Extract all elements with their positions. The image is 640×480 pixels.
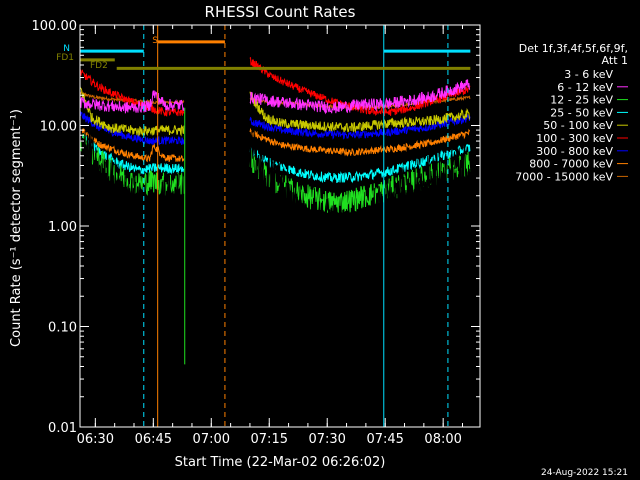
legend-entry-label: 25 - 50 keV — [550, 106, 613, 119]
x-tick-label: 06:30 — [77, 432, 114, 447]
legend-entry-label: 50 - 100 keV — [543, 119, 613, 132]
legend-entry-label: 300 - 800 keV — [536, 145, 613, 158]
series-line-seg1 — [79, 133, 185, 196]
y-tick-label: 10.00 — [40, 120, 77, 135]
series-line-seg1 — [79, 86, 185, 137]
x-tick-label: 07:30 — [308, 432, 345, 447]
legend-entry-label: 7000 - 15000 keV — [515, 170, 613, 183]
flag-label: FD1 — [56, 53, 74, 63]
legend-entry-label: 100 - 300 keV — [536, 132, 613, 145]
flag-label: N — [63, 44, 70, 54]
legend-header-line1: Det 1f,3f,4f,5f,6f,9f, — [519, 42, 628, 55]
chart-title: RHESSI Count Rates — [205, 3, 356, 21]
y-axis-label: Count Rate (s⁻¹ detector segment⁻¹) — [9, 109, 24, 347]
series-line-seg2 — [249, 57, 471, 117]
series-line-seg2 — [249, 130, 471, 282]
flag-label: S — [152, 36, 158, 46]
series-line-seg1 — [79, 133, 185, 175]
x-tick-label: 07:45 — [366, 432, 403, 447]
series-line-seg1 — [79, 69, 185, 117]
series-line-seg1 — [79, 127, 185, 164]
legend-entry-label: 12 - 25 keV — [550, 94, 613, 107]
series-line-seg2 — [249, 91, 471, 134]
legend-entry-label: 800 - 7000 keV — [529, 158, 613, 171]
flag-label: FD2 — [90, 61, 108, 71]
timestamp: 24-Aug-2022 15:21 — [541, 468, 628, 478]
series-line-seg1 — [79, 116, 185, 266]
legend-header-line2: Att 1 — [602, 54, 628, 67]
x-tick-label: 07:00 — [193, 432, 230, 447]
x-tick-label: 08:00 — [424, 432, 461, 447]
y-tick-label: 1.00 — [48, 220, 77, 235]
y-tick-label: 0.01 — [48, 421, 77, 436]
legend-entry-label: 6 - 12 keV — [557, 81, 613, 94]
legend-entry-label: 3 - 6 keV — [564, 68, 613, 81]
series-line-seg2 — [249, 79, 471, 115]
series-line-seg2 — [249, 127, 470, 157]
x-axis-label: Start Time (22-Mar-02 06:26:02) — [175, 455, 386, 470]
legend: Det 1f,3f,4f,5f,6f,9f, Att 1 3 - 6 keV6 … — [515, 42, 628, 183]
series-line-seg1 — [79, 90, 185, 114]
y-tick-label: 100.00 — [32, 19, 78, 34]
plot-area: N S FD1 FD2 — [56, 25, 471, 427]
x-tick-label: 06:45 — [135, 432, 172, 447]
y-tick-label: 0.10 — [48, 321, 77, 336]
x-tick-label: 07:15 — [251, 432, 288, 447]
